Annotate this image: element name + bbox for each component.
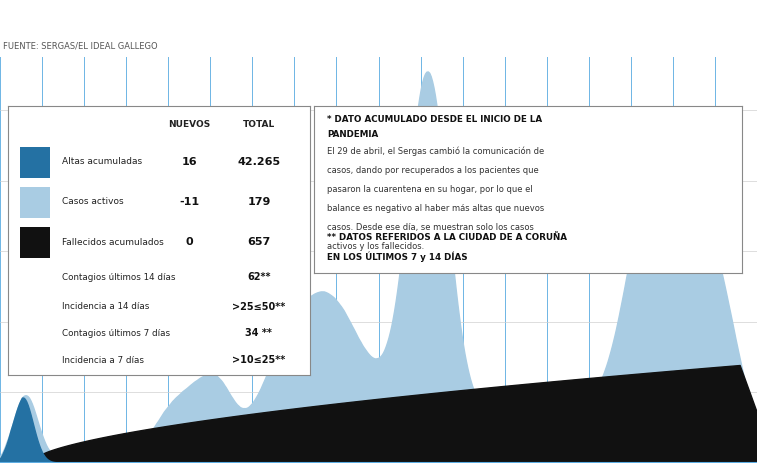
Text: FUENTE: SERGAS/EL IDEAL GALLEGO: FUENTE: SERGAS/EL IDEAL GALLEGO	[3, 41, 157, 50]
Text: El 29 de abril, el Sergas cambió la comunicación de: El 29 de abril, el Sergas cambió la comu…	[327, 146, 544, 156]
Text: >25≤50**: >25≤50**	[232, 301, 285, 312]
Text: casos. Desde ese día, se muestran solo los casos: casos. Desde ese día, se muestran solo l…	[327, 223, 534, 232]
Text: Incidencia a 7 días: Incidencia a 7 días	[62, 356, 144, 365]
Text: pasaron la cuarentena en su hogar, por lo que el: pasaron la cuarentena en su hogar, por l…	[327, 185, 533, 194]
Text: Contagios últimos 14 días: Contagios últimos 14 días	[62, 273, 176, 282]
Text: EN LOS ÚLTIMOS 7 y 14 DÍAS: EN LOS ÚLTIMOS 7 y 14 DÍAS	[327, 251, 468, 262]
Text: casos, dando por recuperados a los pacientes que: casos, dando por recuperados a los pacie…	[327, 166, 539, 175]
Text: Altas acumuladas: Altas acumuladas	[62, 157, 142, 166]
Text: activos y los fallecidos.: activos y los fallecidos.	[327, 242, 424, 251]
Text: Contagios últimos 7 días: Contagios últimos 7 días	[62, 329, 170, 338]
Text: PANDEMIA: PANDEMIA	[327, 130, 378, 139]
Text: Fallecidos acumulados: Fallecidos acumulados	[62, 238, 164, 247]
Text: 42.265: 42.265	[238, 156, 280, 167]
Text: 0: 0	[185, 237, 193, 247]
Bar	[20, 227, 50, 258]
Text: Incidencia a 14 días: Incidencia a 14 días	[62, 302, 149, 311]
Text: Evolución de casos de covid-19 en el área sanitaria coruñesa desde el 4 de marzo: Evolución de casos de covid-19 en el áre…	[3, 13, 615, 27]
Text: >10≤25**: >10≤25**	[232, 355, 285, 365]
Text: 16: 16	[182, 156, 197, 167]
Text: NUEVOS: NUEVOS	[168, 120, 210, 129]
Text: ** DATOS REFERIDOS A LA CIUDAD DE A CORUÑA: ** DATOS REFERIDOS A LA CIUDAD DE A CORU…	[327, 233, 567, 242]
Bar	[20, 187, 50, 218]
Bar	[20, 147, 50, 178]
Text: -11: -11	[179, 197, 199, 207]
Text: Casos activos: Casos activos	[62, 197, 123, 206]
Text: 657: 657	[248, 237, 270, 247]
Text: * DATO ACUMULADO DESDE EL INICIO DE LA: * DATO ACUMULADO DESDE EL INICIO DE LA	[327, 115, 542, 124]
Text: TOTAL: TOTAL	[243, 120, 275, 129]
Text: balance es negativo al haber más altas que nuevos: balance es negativo al haber más altas q…	[327, 204, 544, 213]
Text: 62**: 62**	[247, 272, 271, 282]
Text: 34 **: 34 **	[245, 328, 273, 338]
Text: 179: 179	[248, 197, 270, 207]
